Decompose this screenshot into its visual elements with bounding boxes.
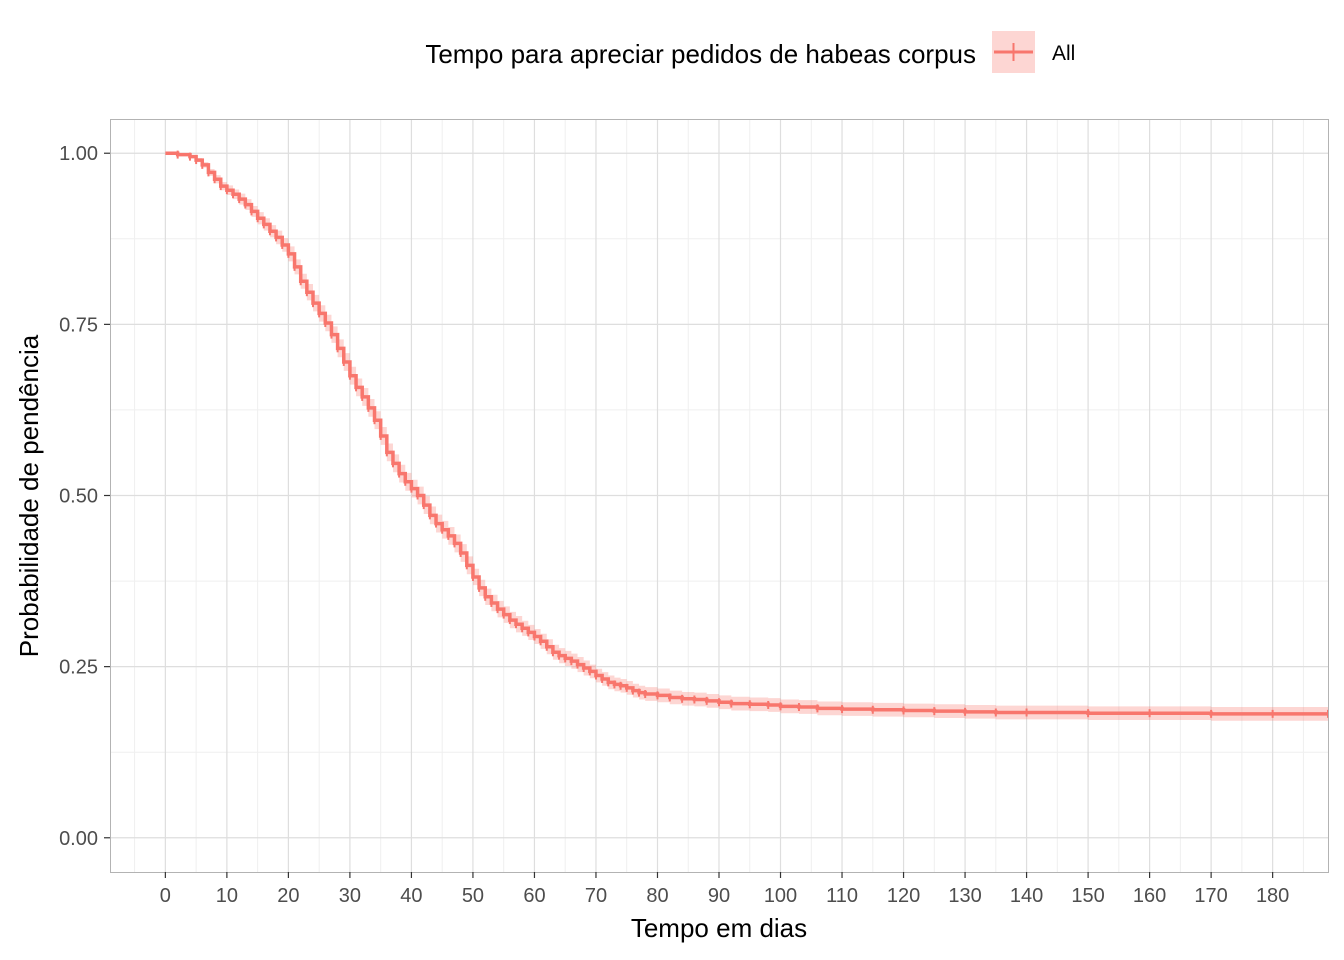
legend-label-all: All bbox=[1052, 42, 1075, 65]
grid-major bbox=[110, 119, 1328, 872]
y-axis: 0.00 0.25 0.50 0.75 1.00 bbox=[59, 143, 110, 850]
x-tick-label: 20 bbox=[277, 885, 299, 907]
y-tick-label: 0.75 bbox=[59, 314, 98, 336]
x-axis-title: Tempo em dias bbox=[631, 913, 807, 943]
x-tick-label: 160 bbox=[1133, 885, 1166, 907]
y-tick-label: 0.50 bbox=[59, 486, 98, 508]
x-tick-label: 110 bbox=[826, 885, 858, 907]
x-tick-label: 170 bbox=[1194, 885, 1227, 907]
x-tick-label: 0 bbox=[160, 885, 171, 907]
series-layer bbox=[165, 150, 1329, 721]
x-tick-label: 10 bbox=[216, 885, 238, 907]
x-tick-label: 30 bbox=[339, 885, 361, 907]
x-tick-label: 50 bbox=[462, 885, 484, 907]
y-axis-title: Probabilidade de pendência bbox=[14, 334, 44, 657]
x-tick-label: 150 bbox=[1071, 885, 1104, 907]
y-tick-label: 1.00 bbox=[59, 143, 98, 165]
x-axis: 0 10 20 30 40 50 60 70 80 90 100 110 120 130 140 150 160… bbox=[160, 872, 1289, 907]
x-tick-label: 140 bbox=[1010, 885, 1043, 907]
legend-title: Tempo para apreciar pedidos de habeas co… bbox=[425, 39, 976, 69]
y-tick-label: 0.00 bbox=[59, 828, 98, 850]
x-tick-label: 90 bbox=[708, 885, 730, 907]
x-tick-label: 130 bbox=[948, 885, 981, 907]
y-tick-label: 0.25 bbox=[59, 657, 98, 679]
x-tick-label: 70 bbox=[585, 885, 607, 907]
x-tick-label: 40 bbox=[400, 885, 422, 907]
x-tick-label: 60 bbox=[523, 885, 545, 907]
legend: Tempo para apreciar pedidos de habeas co… bbox=[425, 31, 1075, 73]
x-tick-label: 180 bbox=[1256, 885, 1289, 907]
x-tick-label: 100 bbox=[764, 885, 797, 907]
x-tick-label: 120 bbox=[887, 885, 920, 907]
x-tick-label: 80 bbox=[646, 885, 668, 907]
